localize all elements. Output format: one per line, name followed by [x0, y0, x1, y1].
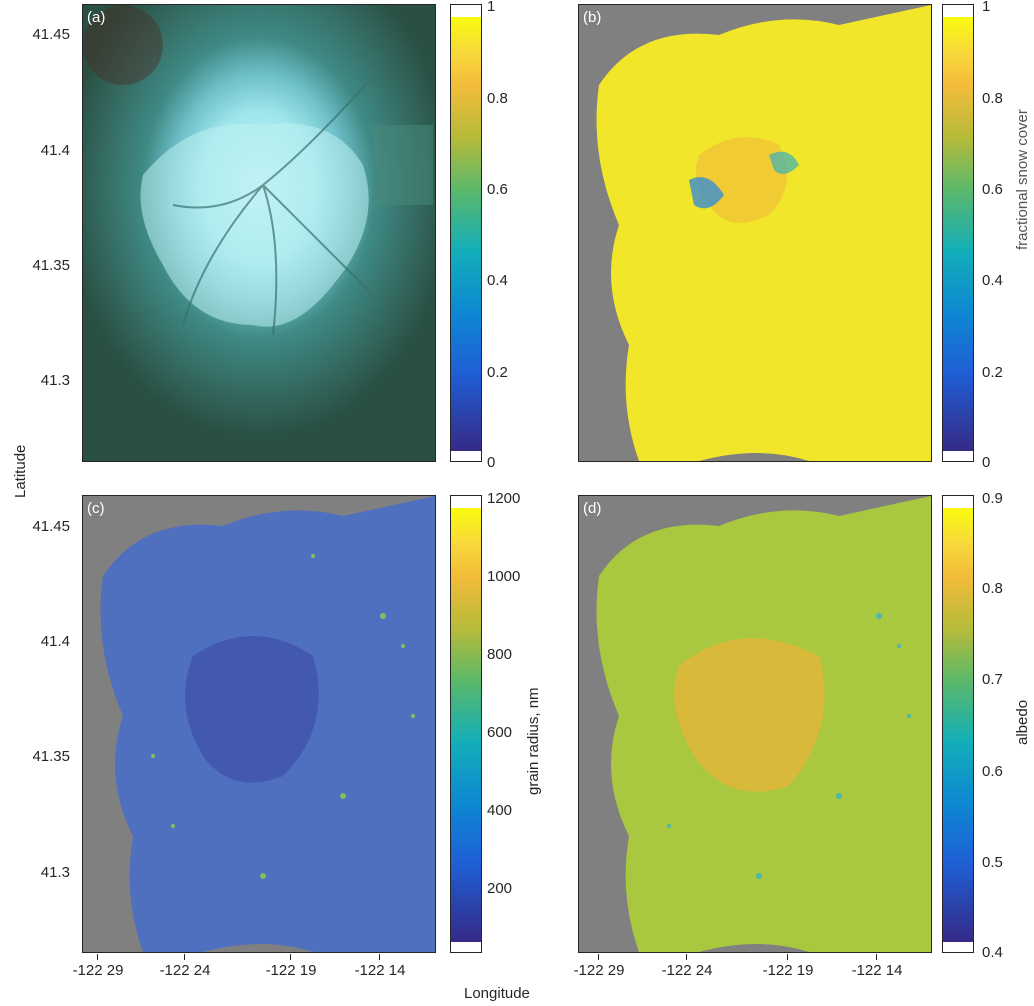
colorbar-a-tick: 0.2	[487, 364, 508, 381]
colorbar-b-tick: 1	[982, 0, 991, 15]
y-tick-label: 41.35	[32, 257, 70, 274]
colorbar-b	[942, 4, 974, 462]
y-tick-label: 41.3	[40, 372, 70, 389]
y-tick-label: 41.35	[32, 748, 70, 765]
colorbar-d-tick: 0.4	[982, 944, 1003, 961]
grain-radius-map	[83, 496, 435, 952]
x-tick-label: -122 14	[354, 962, 406, 979]
colorbar-a	[450, 4, 482, 462]
panel-d-albedo-map: (d)	[578, 495, 932, 953]
y-tick-label: 41.45	[32, 26, 70, 43]
colorbar-b-tick: 0.4	[982, 272, 1003, 289]
colorbar-d-tick: 0.9	[982, 490, 1003, 507]
colorbar-b-title: fractional snow cover	[1014, 109, 1031, 250]
y-tick-label: 41.45	[32, 518, 70, 535]
colorbar-c	[450, 495, 482, 953]
colorbar-c-title: grain radius, nm	[525, 687, 542, 795]
colorbar-c-tick: 1200	[487, 490, 521, 507]
x-tick-label: -122 29	[573, 962, 625, 979]
colorbar-d-tick: 0.7	[982, 671, 1003, 688]
x-tick-mark	[876, 954, 877, 960]
y-axis-title: Latitude	[12, 444, 29, 498]
colorbar-a-tick: 0	[487, 454, 496, 471]
colorbar-b-tick: 0.8	[982, 90, 1003, 107]
rgb-image-map	[83, 5, 435, 461]
colorbar-d-title: albedo	[1014, 699, 1031, 745]
y-tick-label: 41.4	[40, 142, 70, 159]
x-tick-label: -122 14	[851, 962, 903, 979]
colorbar-d-tick: 0.6	[982, 763, 1003, 780]
panel-d-label: (d)	[583, 500, 602, 517]
colorbar-a-tick: 0.8	[487, 90, 508, 107]
colorbar-a-tick: 0.4	[487, 272, 508, 289]
y-tick-label: 41.4	[40, 633, 70, 650]
x-tick-label: -122 19	[265, 962, 317, 979]
x-axis-title: Longitude	[464, 985, 530, 1002]
x-tick-mark	[97, 954, 98, 960]
x-tick-mark	[787, 954, 788, 960]
colorbar-c-tick: 600	[487, 724, 513, 741]
colorbar-d-tick: 0.8	[982, 580, 1003, 597]
x-tick-mark	[686, 954, 687, 960]
x-tick-label: -122 29	[72, 962, 124, 979]
colorbar-d-tick: 0.5	[982, 854, 1003, 871]
colorbar-b-tick: 0	[982, 454, 991, 471]
panel-c-label: (c)	[87, 500, 105, 517]
colorbar-c-tick: 1000	[487, 568, 521, 585]
panel-b-label: (b)	[583, 9, 602, 26]
x-tick-mark	[290, 954, 291, 960]
colorbar-b-tick: 0.6	[982, 181, 1003, 198]
y-tick-label: 41.3	[40, 864, 70, 881]
colorbar-a-tick: 1	[487, 0, 496, 15]
panel-b-snow-cover-map: (b)	[578, 4, 932, 462]
colorbar-c-tick: 400	[487, 802, 513, 819]
albedo-map	[579, 496, 931, 952]
x-tick-label: -122 24	[661, 962, 713, 979]
x-tick-label: -122 19	[762, 962, 814, 979]
colorbar-c-tick: 200	[487, 880, 513, 897]
panel-a-rgb-image: (a)	[82, 4, 436, 462]
x-tick-mark	[598, 954, 599, 960]
snow-cover-map	[579, 5, 931, 461]
x-tick-label: -122 24	[159, 962, 211, 979]
colorbar-b-tick: 0.2	[982, 364, 1003, 381]
panel-a-label: (a)	[87, 9, 106, 26]
x-tick-mark	[184, 954, 185, 960]
colorbar-d	[942, 495, 974, 953]
panel-c-grain-radius-map: (c)	[82, 495, 436, 953]
x-tick-mark	[379, 954, 380, 960]
colorbar-c-tick: 800	[487, 646, 513, 663]
colorbar-a-tick: 0.6	[487, 181, 508, 198]
